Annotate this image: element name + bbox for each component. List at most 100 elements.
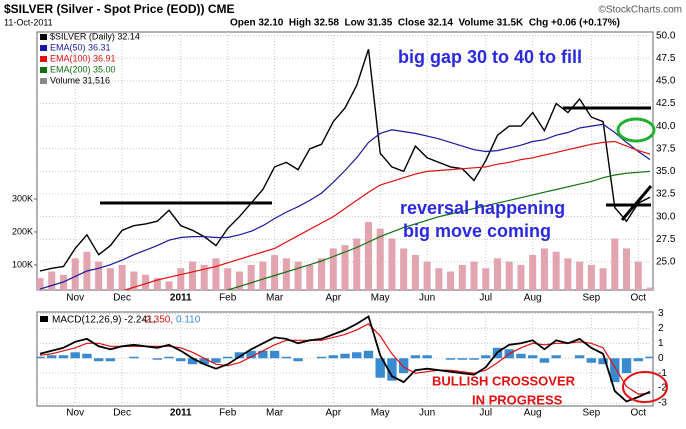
histogram-bar (129, 356, 139, 359)
volume-bar (435, 268, 443, 290)
volume-bar (634, 261, 642, 290)
histogram-bar (516, 353, 526, 359)
y-tick-label: 40.0 (656, 121, 676, 132)
x-tick-label: 2011 (170, 293, 192, 304)
volume-bar (400, 248, 408, 290)
y-tick-label: 42.5 (656, 98, 676, 109)
x-tick-label: Oct (630, 408, 646, 419)
y-tick-label: 1 (658, 338, 664, 349)
histogram-bar (70, 352, 80, 359)
volume-bar (540, 248, 548, 290)
y-tick-label: 0 (658, 353, 664, 364)
volume-bar (552, 251, 560, 290)
y-tick-label: 32.5 (656, 189, 676, 200)
x-tick-label: Apr (325, 408, 341, 419)
histogram-bar (586, 358, 597, 363)
x-tick-label: Nov (66, 293, 84, 304)
histogram-bar (164, 356, 174, 359)
stats: Open 32.10 High 32.58 Low 31.35 Close 32… (230, 18, 620, 29)
volume-bar (576, 261, 584, 290)
legend-label: MACD(12,26,9) -2.241, (52, 315, 155, 326)
histogram-bar (105, 358, 116, 362)
volume-bar (493, 258, 502, 290)
histogram-bar (211, 358, 221, 363)
x-tick-label: Nov (66, 408, 84, 419)
volume-bar (482, 268, 490, 290)
x-tick-label: Jun (419, 293, 435, 304)
histogram-bar (551, 355, 561, 359)
volume-bar (611, 238, 619, 290)
annotation: BULLISH CROSSOVER (432, 373, 576, 388)
plot-area (37, 315, 653, 403)
credit: ©StockCharts.com (598, 5, 682, 16)
histogram-bar (457, 358, 467, 360)
volume-bar (71, 258, 79, 290)
volume-bar (224, 268, 232, 290)
volume-bar (130, 271, 138, 290)
histogram-bar (176, 358, 186, 362)
histogram-bar (422, 355, 432, 359)
symbol: $SILVER (Silver - Spot Price (EOD)) CME (4, 2, 234, 16)
annotation: reversal happening (400, 198, 565, 218)
legend-label: Volume 31,516 (50, 75, 110, 85)
price-line (39, 48, 651, 272)
legend-swatch (40, 45, 47, 51)
histogram-bar (363, 350, 374, 359)
x-tick-label: Jul (479, 408, 492, 419)
histogram-bar (316, 356, 327, 359)
date: 11-Oct-2011 (4, 17, 53, 27)
volume-bar (271, 255, 279, 290)
volume-bar (423, 261, 431, 290)
histogram-bar (281, 356, 292, 359)
histogram-bar (340, 353, 350, 359)
y-tick-label: 2 (658, 323, 664, 334)
x-tick-label: Apr (325, 293, 341, 304)
legend-swatch (40, 67, 47, 73)
histogram-bar (93, 358, 104, 362)
volume-bar (235, 271, 243, 290)
histogram-bar (58, 355, 69, 359)
histogram-bar (187, 358, 198, 365)
volume-bar (587, 264, 595, 290)
volume-bar (142, 274, 150, 290)
volume-bar (599, 268, 607, 290)
volume-bar (529, 255, 537, 290)
volume-bar (247, 264, 255, 290)
macd-line (39, 315, 651, 403)
volume-bar (364, 222, 372, 290)
volume-bar (177, 268, 185, 290)
histogram-bar (152, 358, 162, 360)
x-tick-label: Jun (419, 408, 435, 419)
y-tick-label: 3 (658, 308, 664, 319)
x-tick-label: Oct (630, 293, 646, 304)
y2-tick-label: 300K (12, 193, 33, 203)
x-tick-label: Dec (113, 293, 131, 304)
ema-line (122, 140, 651, 290)
volume-bar (282, 258, 290, 290)
trend-line (620, 185, 653, 221)
x-tick-label: Dec (113, 408, 131, 419)
annotation: big move coming (403, 221, 551, 241)
x-tick-label: May (371, 293, 390, 304)
histogram-bar (621, 358, 632, 374)
x-tick-label: Mar (266, 408, 284, 419)
volume-bar (188, 261, 197, 290)
volume-bar (447, 271, 455, 290)
histogram-bar (398, 358, 409, 374)
y-tick-label: 47.5 (656, 53, 676, 64)
histogram-bar (598, 358, 608, 365)
annotation: big gap 30 to 40 to fill (398, 47, 582, 67)
legend-swatch (40, 34, 47, 40)
histogram-bar (269, 350, 280, 359)
histogram-bar (258, 350, 268, 359)
volume-bar (623, 248, 631, 290)
volume-bar (200, 264, 208, 290)
legend-label: EMA(200) 35.00 (50, 64, 116, 74)
legend-swatch (40, 56, 47, 62)
x-tick-label: Sep (582, 408, 600, 419)
volume-bar (411, 255, 419, 290)
histogram-bar (246, 350, 256, 359)
y-tick-label: 45.0 (656, 76, 676, 87)
legend-label: $SILVER (Daily) 32.14 (50, 31, 140, 41)
